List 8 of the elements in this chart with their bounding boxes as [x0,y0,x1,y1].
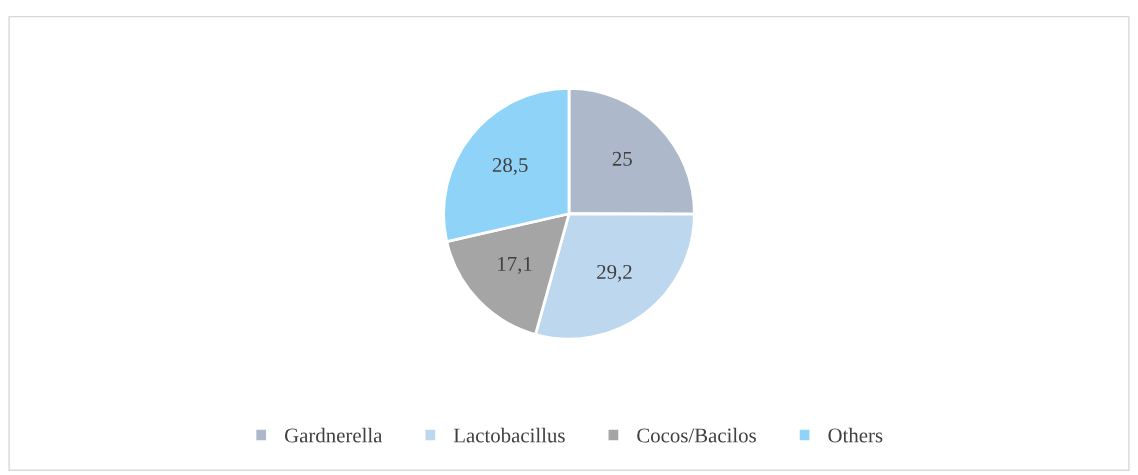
legend-label: Cocos/Bacilos [637,427,756,443]
data-label: 28,5 [492,157,528,176]
data-label: 29,2 [597,264,632,282]
legend-label: Gardnerella [284,427,383,443]
data-label: 17,1 [498,256,532,274]
data-label: 25 [612,151,632,166]
legend-label: Others [828,427,883,443]
legend-label: Lactobacillus [453,427,565,443]
